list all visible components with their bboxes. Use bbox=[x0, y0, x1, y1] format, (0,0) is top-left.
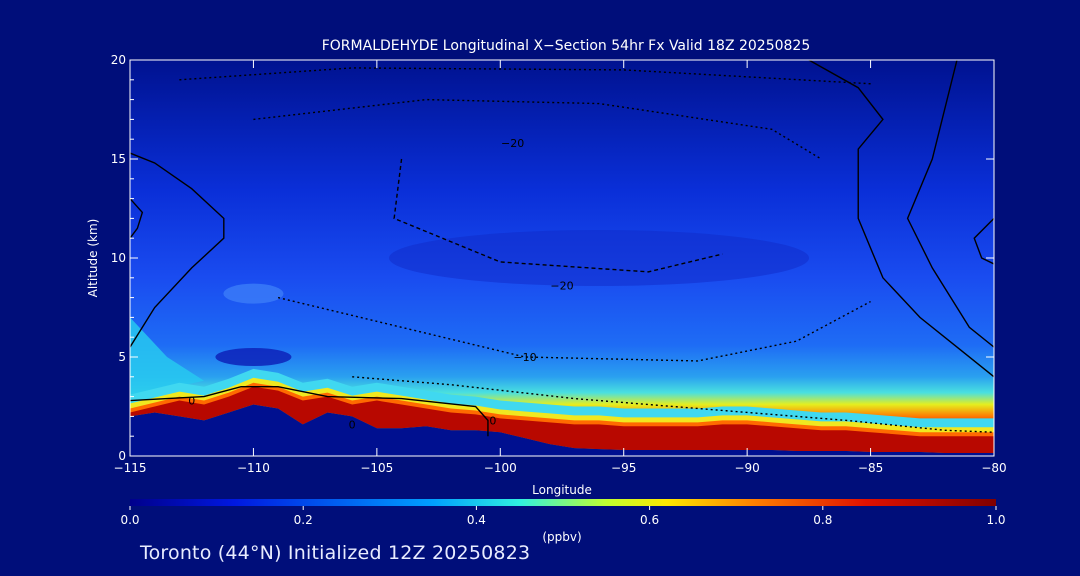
contour-lower-dotted bbox=[277, 296, 871, 362]
colorbar-unit-label: (ppbv) bbox=[542, 530, 581, 544]
colorbar bbox=[130, 499, 996, 506]
upper-layer-minimum bbox=[389, 230, 810, 286]
contour-boundary-layer bbox=[130, 386, 489, 437]
contour-label: −20 bbox=[501, 137, 524, 150]
y-tick-label: 5 bbox=[118, 350, 126, 364]
x-tick-label: −115 bbox=[114, 461, 147, 475]
x-tick-label: −90 bbox=[734, 461, 759, 475]
midlevel-minimum-blob bbox=[215, 348, 292, 366]
colorbar-tick-label: 0.0 bbox=[120, 513, 139, 527]
terrain bbox=[130, 404, 994, 456]
contour-east bbox=[808, 60, 994, 378]
chart-title: FORMALDEHYDE Longitudinal X−Section 54hr… bbox=[322, 38, 811, 54]
plot-area: −20 −20 −10 0 0 0 bbox=[130, 60, 994, 456]
y-axis-label: Altitude (km) bbox=[86, 219, 100, 298]
contour-west-inner bbox=[130, 198, 144, 239]
x-tick-label: −85 bbox=[858, 461, 883, 475]
y-tick-label: 10 bbox=[111, 251, 126, 265]
y-tick-label: 20 bbox=[111, 53, 126, 67]
contour-east-inner bbox=[906, 60, 994, 348]
x-tick-label: −80 bbox=[981, 461, 1006, 475]
y-tick-label: 15 bbox=[111, 152, 126, 166]
colorbar-tick-label: 0.6 bbox=[640, 513, 659, 527]
x-tick-label: −105 bbox=[360, 461, 393, 475]
boundary-layer-red bbox=[130, 386, 994, 454]
contour-upper-dotted-2 bbox=[253, 98, 822, 160]
contour-lines: −20 −20 −10 0 0 0 bbox=[130, 60, 994, 437]
contour-label: 0 bbox=[349, 418, 356, 431]
high-concentration-west bbox=[130, 317, 205, 397]
y-tick-label: 0 bbox=[118, 449, 126, 463]
colorbar-tick-label: 0.2 bbox=[294, 513, 313, 527]
colorbar-ticks: 0.0 0.2 0.4 0.6 0.8 1.0 bbox=[120, 506, 1006, 527]
footer-initialized-text: Toronto (44°N) Initialized 12Z 20250823 bbox=[140, 542, 531, 564]
contour-label: 0 bbox=[489, 414, 496, 427]
contour-east-loop bbox=[973, 217, 994, 265]
colorbar-tick-label: 1.0 bbox=[986, 513, 1005, 527]
contour-label: −10 bbox=[513, 351, 536, 364]
colorbar-tick-label: 0.8 bbox=[813, 513, 832, 527]
x-tick-label: −110 bbox=[237, 461, 270, 475]
x-tick-label: −95 bbox=[611, 461, 636, 475]
colorbar-tick-label: 0.4 bbox=[467, 513, 486, 527]
upper-maximum-blob bbox=[223, 283, 284, 304]
x-tick-label: −100 bbox=[484, 461, 517, 475]
contour-label: −20 bbox=[550, 280, 573, 293]
x-axis-label: Longitude bbox=[532, 483, 592, 497]
contour-label: 0 bbox=[188, 395, 195, 408]
contour-upper-dotted bbox=[179, 67, 871, 85]
contour-zero-west bbox=[130, 152, 225, 348]
